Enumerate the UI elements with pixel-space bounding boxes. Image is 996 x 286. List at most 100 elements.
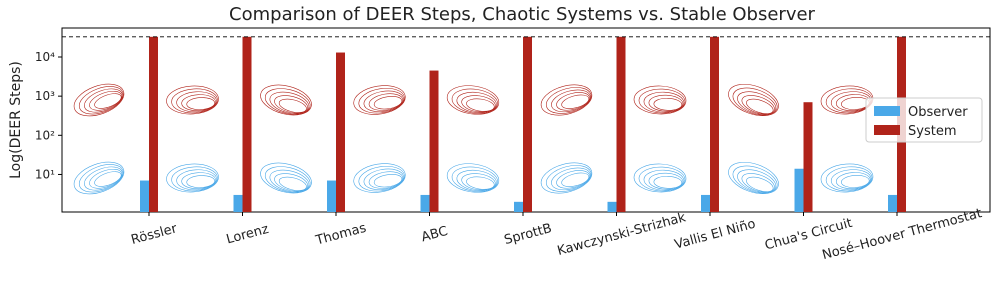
attractor-curve	[551, 89, 591, 113]
bar	[149, 36, 158, 213]
attractor-curve	[171, 88, 218, 114]
bar	[888, 194, 897, 212]
attractor-curve	[73, 83, 125, 117]
attractor-curve	[825, 166, 873, 192]
attractor-curve	[648, 94, 684, 112]
attractor-curve	[737, 169, 777, 193]
bar	[140, 180, 149, 212]
attractor-curve	[820, 163, 874, 193]
x-tick-label: Kawczynski-Strizhak	[556, 210, 688, 259]
attractor-curve	[446, 85, 500, 115]
attractor-curve	[456, 169, 497, 192]
attractor-curve	[278, 98, 307, 113]
attractor-curve	[737, 91, 777, 115]
attractor-curve	[358, 165, 405, 192]
attractor-curve	[746, 176, 774, 192]
attractor-curve	[540, 84, 593, 116]
attractor-curve	[741, 173, 775, 193]
attractor-curve	[89, 168, 123, 189]
attractor-curve	[363, 168, 404, 191]
bar	[420, 194, 430, 212]
attractor-curve	[638, 88, 686, 114]
bar	[616, 36, 626, 213]
attractor-curve	[746, 98, 774, 114]
attractor-curve	[728, 83, 779, 117]
y-tick-label: 10²	[35, 128, 55, 142]
attractor-curve	[648, 172, 684, 190]
attractor-curve	[176, 91, 217, 113]
attractor-curve	[741, 95, 775, 115]
attractor-curve	[835, 172, 871, 189]
attractor-curve	[274, 95, 309, 114]
attractor-curve	[638, 166, 686, 192]
attractor-curve	[368, 93, 404, 111]
attractor-curve	[94, 171, 122, 187]
attractor-curve	[540, 162, 593, 194]
bar	[523, 36, 532, 213]
attractor-curve	[732, 87, 778, 116]
attractor-curve	[633, 163, 687, 193]
attractor-curve	[353, 85, 406, 115]
chart-title: Comparison of DEER Steps, Chaotic System…	[229, 4, 816, 25]
attractor-curve	[653, 97, 683, 111]
x-tick-label: Thomas	[313, 221, 368, 249]
attractor-curve	[264, 166, 311, 193]
attractor-curve	[466, 176, 495, 190]
attractor-curve	[653, 175, 683, 189]
attractor-curve	[466, 98, 495, 112]
x-tick-label: Nosé–Hoover Thermostat	[821, 206, 984, 263]
attractor-curve	[363, 90, 404, 113]
attractor-curve	[78, 86, 124, 115]
bar	[710, 36, 719, 213]
attractor-curve	[461, 173, 496, 191]
attractor-curve	[840, 175, 870, 188]
attractor-curve	[545, 165, 592, 192]
attractor-curve	[78, 164, 124, 193]
bar	[794, 168, 804, 212]
attractor-curve	[274, 173, 309, 192]
legend-swatch	[874, 125, 900, 135]
attractor-curve	[556, 170, 590, 189]
attractor-curve	[561, 94, 590, 109]
attractor-curve	[451, 88, 498, 114]
attractor-curve	[94, 93, 122, 109]
attractor-curve	[830, 169, 872, 191]
attractor-decorations	[73, 83, 874, 195]
bar	[336, 52, 345, 213]
x-tick-label: Rössler	[129, 221, 179, 248]
attractor-curve	[545, 87, 592, 114]
attractor-curve	[166, 85, 219, 115]
attractor-curve	[264, 88, 311, 115]
bar	[429, 70, 439, 212]
attractor-curve	[556, 92, 590, 111]
attractor-curve	[732, 165, 778, 194]
attractor-curve	[84, 166, 123, 191]
attractor-curve	[353, 163, 406, 193]
legend-label: System	[908, 124, 956, 139]
attractor-curve	[166, 163, 219, 193]
attractor-curve	[260, 162, 312, 194]
attractor-curve	[186, 97, 215, 110]
attractor-curve	[176, 169, 217, 191]
attractor-curve	[456, 91, 497, 114]
attractor-curve	[368, 171, 404, 189]
attractor-curve	[561, 172, 590, 187]
attractor-curve	[84, 88, 123, 113]
attractor-curve	[358, 87, 405, 114]
y-tick-label: 10³	[35, 89, 55, 103]
attractor-curve	[373, 174, 403, 188]
y-axis-label: Log(DEER Steps)	[8, 61, 24, 179]
attractor-curve	[269, 169, 310, 193]
attractor-curve	[451, 166, 498, 192]
attractor-curve	[181, 172, 216, 190]
attractor-curve	[643, 169, 685, 191]
attractor-curve	[269, 91, 310, 115]
attractor-curve	[73, 161, 125, 195]
attractor-curve	[643, 91, 685, 113]
attractor-curve	[446, 163, 500, 193]
legend-label: Observer	[908, 105, 968, 120]
bar	[803, 102, 813, 212]
attractor-curve	[89, 90, 123, 111]
attractor-curve	[633, 85, 687, 115]
